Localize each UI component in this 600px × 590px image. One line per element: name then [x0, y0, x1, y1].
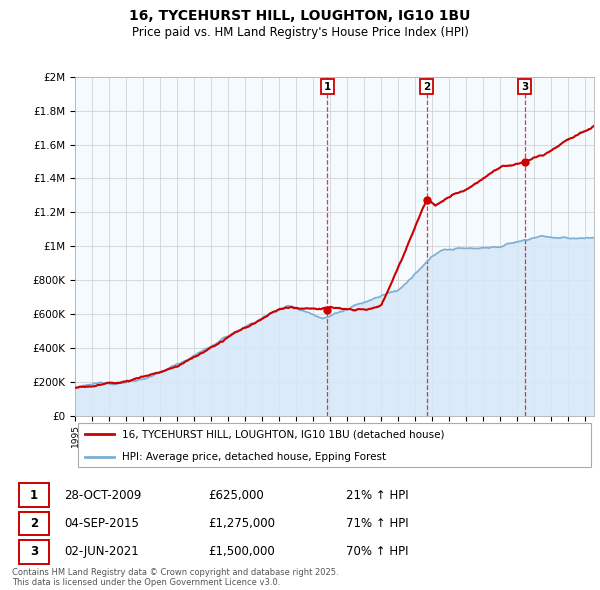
- Text: 3: 3: [30, 545, 38, 558]
- Text: 28-OCT-2009: 28-OCT-2009: [64, 489, 141, 502]
- FancyBboxPatch shape: [77, 422, 592, 467]
- Text: 70% ↑ HPI: 70% ↑ HPI: [346, 545, 409, 558]
- Text: 02-JUN-2021: 02-JUN-2021: [64, 545, 139, 558]
- Text: HPI: Average price, detached house, Epping Forest: HPI: Average price, detached house, Eppi…: [122, 452, 386, 462]
- Text: 2: 2: [30, 517, 38, 530]
- Text: 1: 1: [30, 489, 38, 502]
- Text: 3: 3: [521, 82, 528, 92]
- Text: 2: 2: [423, 82, 430, 92]
- Text: 71% ↑ HPI: 71% ↑ HPI: [346, 517, 409, 530]
- Text: Price paid vs. HM Land Registry's House Price Index (HPI): Price paid vs. HM Land Registry's House …: [131, 26, 469, 39]
- FancyBboxPatch shape: [19, 483, 49, 507]
- Text: 16, TYCEHURST HILL, LOUGHTON, IG10 1BU: 16, TYCEHURST HILL, LOUGHTON, IG10 1BU: [130, 9, 470, 23]
- Text: £1,275,000: £1,275,000: [208, 517, 275, 530]
- Text: £625,000: £625,000: [208, 489, 263, 502]
- Text: 1: 1: [324, 82, 331, 92]
- Text: 21% ↑ HPI: 21% ↑ HPI: [346, 489, 409, 502]
- Text: £1,500,000: £1,500,000: [208, 545, 275, 558]
- Text: Contains HM Land Registry data © Crown copyright and database right 2025.
This d: Contains HM Land Registry data © Crown c…: [12, 568, 338, 587]
- Text: 16, TYCEHURST HILL, LOUGHTON, IG10 1BU (detached house): 16, TYCEHURST HILL, LOUGHTON, IG10 1BU (…: [122, 429, 444, 439]
- FancyBboxPatch shape: [19, 512, 49, 535]
- FancyBboxPatch shape: [19, 540, 49, 563]
- Text: 04-SEP-2015: 04-SEP-2015: [64, 517, 139, 530]
